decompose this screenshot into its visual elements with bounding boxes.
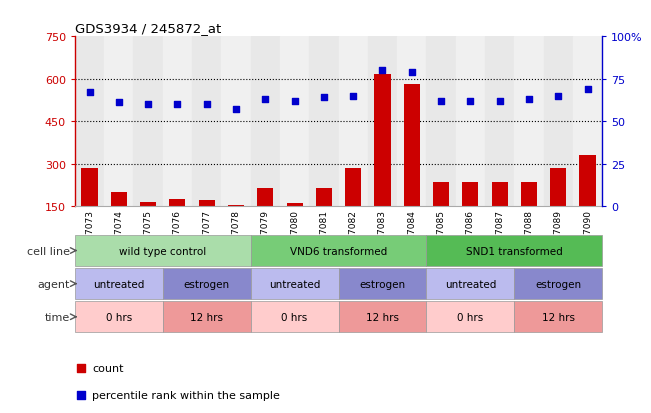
Text: agent: agent: [37, 279, 70, 289]
Bar: [514, 301, 602, 332]
Point: [76, 392, 86, 399]
Bar: [280, 37, 309, 206]
Bar: [492, 183, 508, 206]
Bar: [309, 37, 339, 206]
Bar: [221, 37, 251, 206]
Bar: [579, 156, 596, 206]
Bar: [514, 268, 602, 299]
Point: [76, 365, 86, 372]
Bar: [133, 37, 163, 206]
Text: untreated: untreated: [445, 279, 496, 289]
Text: 12 hrs: 12 hrs: [542, 312, 575, 322]
Bar: [433, 183, 449, 206]
Bar: [199, 201, 215, 206]
Text: count: count: [92, 363, 124, 374]
Bar: [75, 37, 104, 206]
Text: VND6 transformed: VND6 transformed: [290, 246, 387, 256]
Point: [406, 69, 417, 76]
Bar: [111, 192, 127, 206]
Text: GDS3934 / 245872_at: GDS3934 / 245872_at: [75, 21, 221, 35]
Bar: [485, 37, 514, 206]
Bar: [75, 301, 163, 332]
Bar: [75, 235, 251, 266]
Text: 12 hrs: 12 hrs: [190, 312, 223, 322]
Text: estrogen: estrogen: [359, 279, 406, 289]
Bar: [316, 188, 332, 206]
Bar: [339, 37, 368, 206]
Text: estrogen: estrogen: [535, 279, 581, 289]
Text: untreated: untreated: [269, 279, 320, 289]
Text: wild type control: wild type control: [119, 246, 206, 256]
Point: [583, 86, 593, 93]
Bar: [251, 37, 280, 206]
Text: 0 hrs: 0 hrs: [105, 312, 132, 322]
Point: [173, 102, 183, 108]
Point: [523, 97, 534, 103]
Point: [202, 102, 212, 108]
Text: SND1 transformed: SND1 transformed: [466, 246, 562, 256]
Bar: [140, 202, 156, 206]
Point: [260, 97, 271, 103]
Text: percentile rank within the sample: percentile rank within the sample: [92, 390, 281, 401]
Bar: [404, 85, 420, 206]
Text: 0 hrs: 0 hrs: [281, 312, 308, 322]
Bar: [228, 205, 244, 206]
Bar: [544, 37, 573, 206]
Point: [348, 93, 358, 100]
Bar: [374, 75, 391, 206]
Point: [85, 90, 95, 96]
Bar: [573, 37, 602, 206]
Bar: [397, 37, 426, 206]
Bar: [251, 301, 339, 332]
Point: [378, 68, 388, 74]
Point: [114, 100, 124, 107]
Bar: [163, 268, 251, 299]
Bar: [163, 37, 192, 206]
Bar: [426, 301, 514, 332]
Bar: [426, 37, 456, 206]
Text: untreated: untreated: [93, 279, 145, 289]
Text: 0 hrs: 0 hrs: [457, 312, 484, 322]
Bar: [521, 183, 537, 206]
Bar: [81, 169, 98, 206]
Bar: [75, 268, 163, 299]
Point: [231, 107, 242, 113]
Bar: [426, 268, 514, 299]
Bar: [169, 199, 186, 206]
Bar: [339, 268, 426, 299]
Text: 12 hrs: 12 hrs: [366, 312, 399, 322]
Point: [465, 98, 476, 105]
Bar: [550, 169, 566, 206]
Text: time: time: [44, 312, 70, 322]
Text: cell line: cell line: [27, 246, 70, 256]
Bar: [163, 301, 251, 332]
Bar: [257, 188, 273, 206]
Point: [143, 102, 154, 108]
Bar: [192, 37, 221, 206]
Point: [289, 98, 299, 105]
Bar: [339, 301, 426, 332]
Bar: [104, 37, 133, 206]
Bar: [345, 169, 361, 206]
Bar: [251, 268, 339, 299]
Bar: [426, 235, 602, 266]
Bar: [251, 235, 426, 266]
Point: [553, 93, 564, 100]
Bar: [514, 37, 544, 206]
Text: estrogen: estrogen: [184, 279, 230, 289]
Bar: [456, 37, 485, 206]
Point: [319, 95, 329, 102]
Bar: [462, 183, 478, 206]
Bar: [286, 204, 303, 206]
Bar: [368, 37, 397, 206]
Point: [436, 98, 447, 105]
Point: [495, 98, 505, 105]
